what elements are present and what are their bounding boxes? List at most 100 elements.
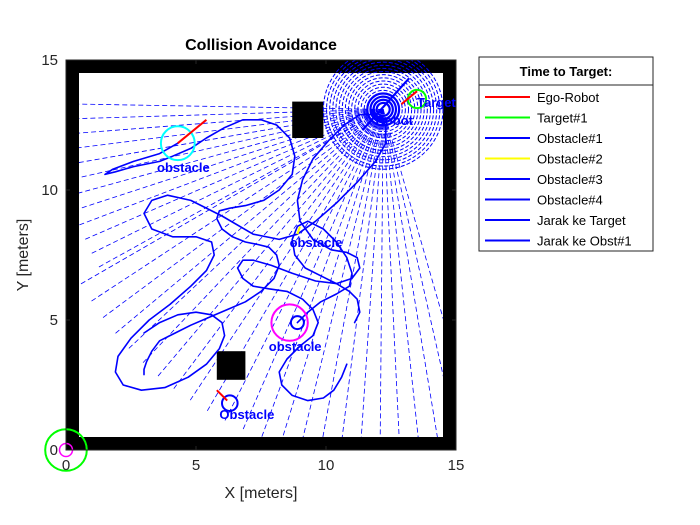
sensor-ring <box>322 60 444 170</box>
sensor-ray <box>299 109 384 450</box>
annotation-label: obstacle <box>157 160 210 175</box>
chart-title: Collision Avoidance <box>185 37 337 54</box>
trajectory-obstacle-2 <box>114 194 299 392</box>
sensor-ring-circle <box>360 86 406 133</box>
trajectory-layer <box>104 113 387 402</box>
sensor-ring-circle <box>357 83 410 136</box>
plot-frame <box>65 59 457 451</box>
sensor-ray <box>66 109 384 120</box>
legend-entry-label: Jarak ke Target <box>537 213 626 228</box>
sensor-ray <box>66 109 384 135</box>
legend-box <box>478 56 654 252</box>
wall-layer <box>66 60 456 450</box>
sensor-ring-circle <box>366 92 401 127</box>
sensor-ray <box>320 109 384 450</box>
legend-entry-label: Ego-Robot <box>537 90 600 105</box>
heading-marker <box>400 90 418 105</box>
sensor-ring-circle <box>335 61 431 158</box>
x-axis-label: X [meters] <box>225 485 298 502</box>
annotation-label: Obstacle <box>219 407 274 422</box>
sensor-ring-circle <box>344 71 422 148</box>
y-tick-label: 15 <box>41 52 58 69</box>
sensor-ray <box>340 109 384 450</box>
wall-block <box>292 101 324 138</box>
sensor-ray <box>127 109 384 351</box>
sensor-ray <box>382 109 401 450</box>
trajectory-obstacle-3 <box>236 113 387 402</box>
sensor-ray <box>79 109 384 286</box>
axis-ticks: 0 5 10 15 0 5 10 15 <box>41 52 464 474</box>
legend: Time to Target: Ego-Robot Target#1 Obstacl… <box>478 56 654 252</box>
annotation-label: Target <box>417 95 456 110</box>
y-tick-label: 0 <box>50 442 58 459</box>
sensor-ring-circle <box>338 64 428 155</box>
wall-right <box>443 60 456 450</box>
sensor-ray <box>98 109 384 268</box>
sensor-ray <box>156 109 384 378</box>
sensor-ray <box>279 109 384 446</box>
sensor-ring-circle <box>332 60 435 161</box>
obstacle-circle-inner <box>289 315 305 331</box>
sensor-ray <box>66 109 384 166</box>
wall-bottom <box>66 437 456 450</box>
sensor-ring-circle <box>354 80 413 139</box>
sensor-ray <box>66 109 384 181</box>
legend-entry-label: Obstacle#1 <box>537 131 603 146</box>
x-tick-label: 15 <box>448 457 465 474</box>
sensor-ray <box>101 109 384 320</box>
sensor-ray <box>89 109 384 303</box>
heading-marker <box>216 389 228 402</box>
annotation-label: obstacle <box>269 339 322 354</box>
legend-entry-label: Obstacle#2 <box>537 152 603 167</box>
legend-title: Time to Target: <box>520 64 613 79</box>
sensor-ray <box>172 109 384 391</box>
sensor-ring-circle <box>375 101 391 118</box>
annotation-label: Robot <box>375 113 413 128</box>
wall-top <box>66 60 456 73</box>
wall-block <box>216 351 246 380</box>
legend-entry-label: Jarak ke Obst#1 <box>537 234 632 249</box>
y-axis-label: Y [meters] <box>15 219 32 292</box>
sensor-ray <box>66 103 384 110</box>
sensor-ring-circle <box>322 60 444 170</box>
sensor-ring-circle <box>341 67 425 151</box>
sensor-ray <box>223 109 384 423</box>
y-tick-label: 5 <box>50 312 58 329</box>
sensor-ray <box>85 109 384 240</box>
sensor-ray <box>113 109 384 335</box>
sensor-ray <box>242 109 384 432</box>
legend-entry-label: Obstacle#3 <box>537 172 603 187</box>
heading-marker-layer <box>177 77 418 402</box>
sensor-ring-circle <box>351 77 416 142</box>
sensor-ray <box>91 109 384 254</box>
obstacle-circle-cyan <box>159 125 196 162</box>
sensor-ray <box>379 109 384 450</box>
annotation-layer: Target Robot obstacle obstacle obstacle Obsta… <box>157 95 456 422</box>
obstacle-circle-magenta <box>270 303 309 342</box>
annotation-label: obstacle <box>290 235 343 250</box>
y-tick-label: 10 <box>41 182 58 199</box>
sensor-ray <box>382 109 456 365</box>
legend-entry-label: Obstacle#4 <box>537 193 603 208</box>
wall-left <box>66 60 79 450</box>
sensor-ray <box>74 109 384 211</box>
sensor-ring-circle <box>329 60 438 164</box>
x-tick-label: 0 <box>62 457 70 474</box>
legend-entries: Ego-Robot Target#1 Obstacle#1 Obstacle#2 Obs… <box>485 90 632 249</box>
obstacle-circle-small <box>221 394 239 413</box>
sensor-ray <box>141 109 384 365</box>
sensor-ray <box>382 109 440 450</box>
sensor-ring-circle <box>326 60 441 167</box>
sensor-ring-circle <box>372 98 394 121</box>
sensor-ray <box>360 109 384 450</box>
x-tick-label: 10 <box>318 457 335 474</box>
robot-heading-line <box>361 77 411 131</box>
sensor-ring-circle <box>347 74 419 145</box>
x-tick-label: 5 <box>192 457 200 474</box>
heading-marker <box>296 226 301 235</box>
trajectory-obstacle-4 <box>291 220 361 324</box>
sensor-ray <box>382 109 420 450</box>
sensor-ray <box>79 109 384 226</box>
heading-marker <box>177 119 208 144</box>
